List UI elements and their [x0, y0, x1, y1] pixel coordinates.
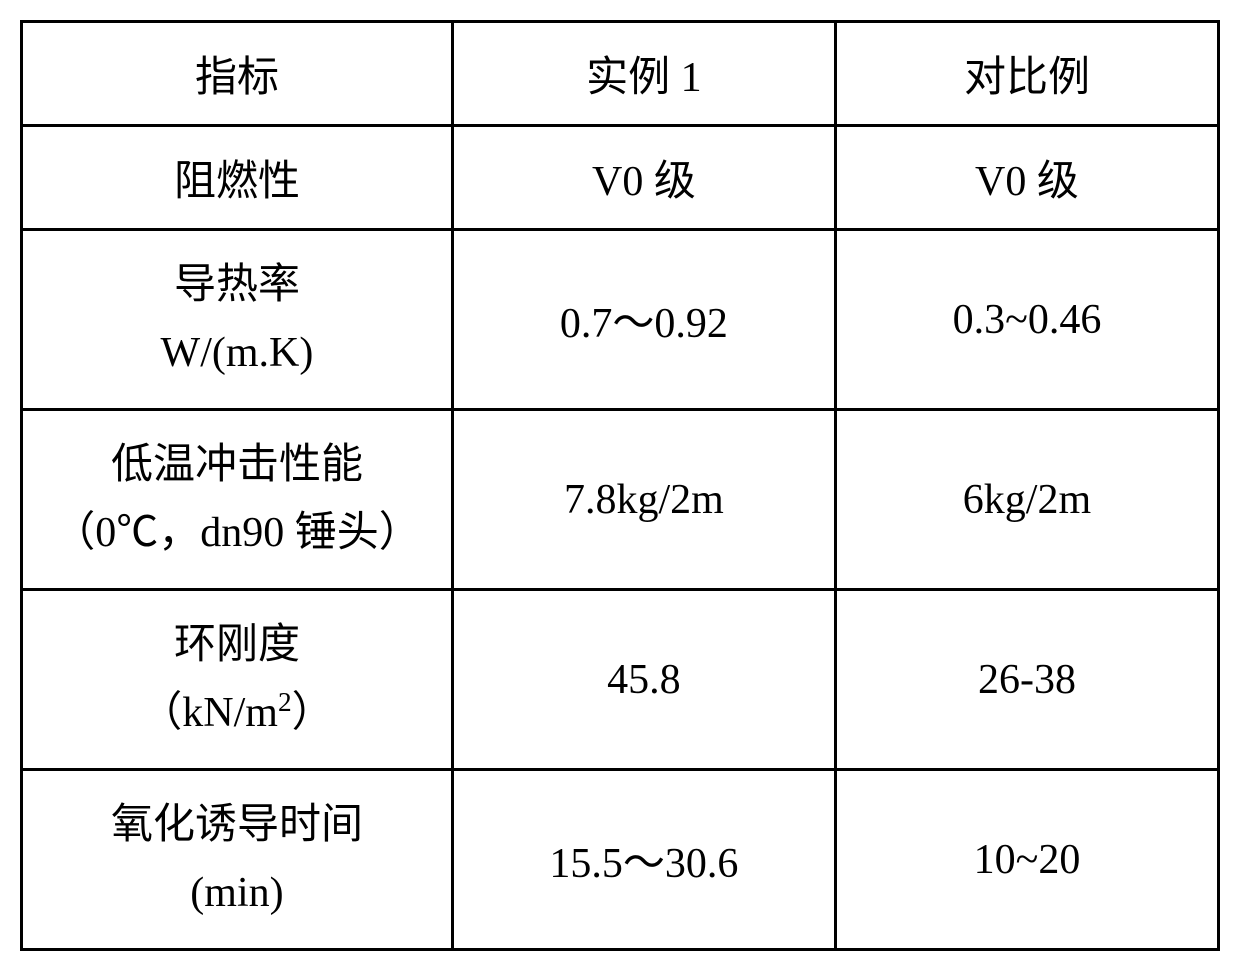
row-label-cell: 氧化诱导时间 (min) — [22, 770, 453, 950]
row-label-line2: (min) — [190, 870, 283, 916]
row-value-comparison: 10~20 — [835, 770, 1218, 950]
row-value-comparison: 0.3~0.46 — [835, 230, 1218, 410]
table-row: 导热率 W/(m.K) 0.7～0.92 0.3~0.46 — [22, 230, 1219, 410]
row-label-line2: （0℃，dn90 锤头） — [53, 510, 421, 556]
row-label-cell: 导热率 W/(m.K) — [22, 230, 453, 410]
row-label-line1: 低温冲击性能 — [111, 442, 363, 488]
row-label-line1: 氧化诱导时间 — [111, 802, 363, 848]
row-value-comparison: V0 级 — [835, 126, 1218, 230]
row-label-cell: 低温冲击性能 （0℃，dn90 锤头） — [22, 410, 453, 590]
row-label-line2: W/(m.K) — [161, 330, 314, 376]
table-header-row: 指标 实例 1 对比例 — [22, 22, 1219, 126]
table-row: 氧化诱导时间 (min) 15.5～30.6 10~20 — [22, 770, 1219, 950]
row-label-line2: （kN/m2） — [140, 690, 333, 736]
table-row: 环刚度 （kN/m2） 45.8 26-38 — [22, 590, 1219, 770]
data-table: 指标 实例 1 对比例 阻燃性 V0 级 V0 级 导热率 W/(m.K) 0.… — [20, 20, 1220, 951]
table-row: 阻燃性 V0 级 V0 级 — [22, 126, 1219, 230]
table-row: 低温冲击性能 （0℃，dn90 锤头） 7.8kg/2m 6kg/2m — [22, 410, 1219, 590]
row-label-line1: 导热率 — [174, 262, 300, 308]
row-label-line1: 环刚度 — [174, 622, 300, 668]
row-value-comparison: 26-38 — [835, 590, 1218, 770]
row-label-cell: 环刚度 （kN/m2） — [22, 590, 453, 770]
header-cell-indicator: 指标 — [22, 22, 453, 126]
row-value-example1: 15.5～30.6 — [452, 770, 835, 950]
row-value-example1: 7.8kg/2m — [452, 410, 835, 590]
row-value-example1: V0 级 — [452, 126, 835, 230]
header-cell-comparison: 对比例 — [835, 22, 1218, 126]
header-cell-example1: 实例 1 — [452, 22, 835, 126]
row-value-example1: 0.7～0.92 — [452, 230, 835, 410]
row-value-comparison: 6kg/2m — [835, 410, 1218, 590]
row-value-example1: 45.8 — [452, 590, 835, 770]
row-label-cell: 阻燃性 — [22, 126, 453, 230]
